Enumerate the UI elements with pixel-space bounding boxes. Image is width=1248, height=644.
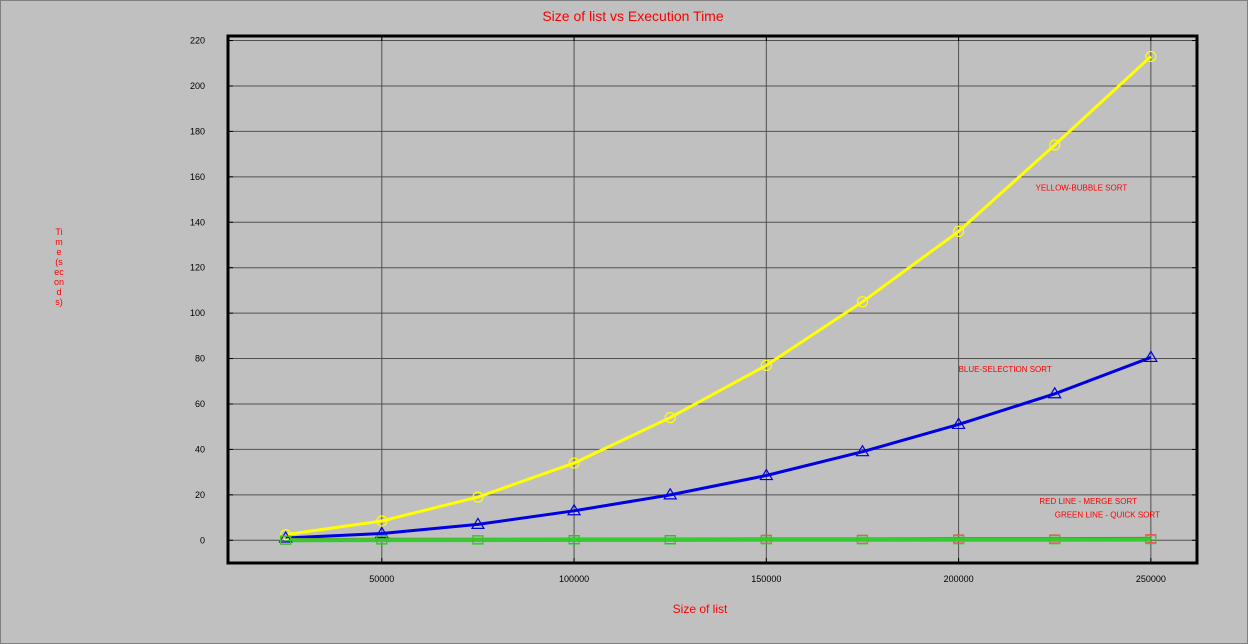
data-point <box>952 535 965 545</box>
axes: 0 20 40 60 80 100 120 140 160 180 200 220 50000 10000… <box>190 34 1199 584</box>
data-point <box>376 515 388 527</box>
series-line-0 <box>285 55 1152 537</box>
y-tick-label: 80 <box>195 354 205 364</box>
data-point <box>760 535 772 545</box>
y-tick-label: 200 <box>190 81 205 91</box>
y-tick-label: 20 <box>195 490 205 500</box>
series-line-3 <box>285 537 1151 543</box>
data-point <box>567 503 582 516</box>
data-point <box>664 412 676 424</box>
y-tick-label: 180 <box>190 126 205 136</box>
data-point <box>759 468 774 481</box>
data-point <box>376 535 388 545</box>
data-point <box>856 535 869 545</box>
data-point <box>1145 535 1157 545</box>
series-annotation: YELLOW-BUBBLE SORT <box>1036 183 1128 192</box>
data-point <box>951 417 966 430</box>
data-point <box>568 535 580 545</box>
x-axis-label: Size of list <box>672 602 728 616</box>
series-annotation: RED LINE - MERGE SORT <box>1039 497 1137 506</box>
chart-title: Size of list vs Execution Time <box>542 8 724 24</box>
data-point <box>1049 535 1061 545</box>
data-point <box>663 487 678 500</box>
series-annotation: BLUE-SELECTION SORT <box>959 365 1052 374</box>
x-tick-label: 50000 <box>369 574 394 584</box>
annotations: YELLOW-BUBBLE SORT BLUE-SELECTION SORT RED… <box>959 183 1160 519</box>
data-point <box>472 491 484 503</box>
x-tick-label: 200000 <box>944 574 974 584</box>
series-layer <box>278 50 1158 545</box>
y-tick-label: 100 <box>190 308 205 318</box>
y-tick-label: 140 <box>190 217 205 227</box>
grid-lines <box>228 36 1197 563</box>
data-point <box>1145 50 1157 63</box>
y-tick-label: 120 <box>190 263 205 273</box>
y-tick-label: 40 <box>195 444 205 454</box>
series-annotation: GREEN LINE - QUICK SORT <box>1055 511 1160 520</box>
series-line-1 <box>285 355 1152 540</box>
data-point <box>664 535 676 545</box>
data-point <box>856 296 869 308</box>
y-tick-label: 0 <box>200 535 205 545</box>
data-point <box>1049 139 1061 151</box>
data-point <box>280 535 292 545</box>
data-point <box>278 530 293 543</box>
data-point <box>472 535 484 545</box>
y-tick-label: 60 <box>195 399 205 409</box>
plot-area <box>228 36 1197 563</box>
data-point <box>568 457 580 469</box>
x-tick-label: 250000 <box>1136 574 1166 584</box>
x-tick-label: 100000 <box>559 574 589 584</box>
y-axis-label: Time(seconds) <box>54 227 65 307</box>
data-point <box>1047 386 1062 399</box>
data-point <box>760 359 772 371</box>
data-point <box>1143 350 1158 363</box>
data-point <box>374 526 389 539</box>
data-point <box>855 444 870 457</box>
data-point <box>470 517 486 529</box>
y-tick-label: 160 <box>190 172 205 182</box>
x-tick-label: 150000 <box>751 574 781 584</box>
data-point <box>280 529 292 541</box>
y-tick-label: 220 <box>190 36 205 46</box>
data-point <box>952 225 965 237</box>
plot-border <box>226 34 1199 565</box>
